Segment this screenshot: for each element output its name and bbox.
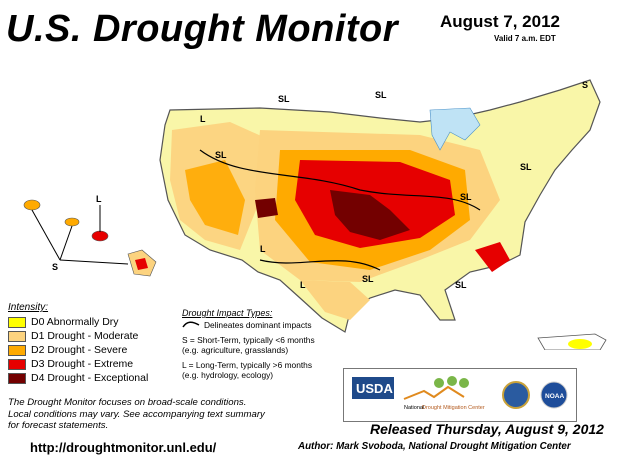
legend-item-d3: D3 Drought - Extreme — [8, 357, 186, 371]
label-sl-ohio: SL — [460, 192, 472, 202]
intensity-legend: Intensity: D0 Abnormally Dry D1 Drought … — [8, 302, 186, 385]
legend-label-d3: D3 Drought - Extreme — [31, 358, 134, 370]
usda-logo — [352, 377, 394, 399]
noaa-logo — [540, 381, 568, 409]
short-term-example: (e.g. agriculture, grasslands) — [182, 345, 289, 355]
legend-label-d0: D0 Abnormally Dry — [31, 316, 119, 328]
impact-long-term: L = Long-Term, typically >6 months (e.g.… — [182, 360, 352, 380]
impact-types: Drought Impact Types: Delineates dominan… — [182, 308, 352, 380]
legend-item-d1: D1 Drought - Moderate — [8, 329, 186, 343]
footnote: The Drought Monitor focuses on broad-sca… — [8, 397, 338, 432]
ndmc-tree-icon — [434, 378, 444, 388]
label-sl-ne: SL — [520, 162, 532, 172]
d3-georgia — [475, 242, 510, 272]
long-term-example: (e.g. hydrology, ecology) — [182, 370, 274, 380]
legend-label-d1: D1 Drought - Moderate — [31, 330, 139, 342]
label-s-maine: S — [582, 80, 588, 90]
impact-heading: Drought Impact Types: — [182, 308, 273, 318]
d1-texas — [300, 280, 370, 320]
map-date: August 7, 2012 — [440, 12, 560, 31]
impact-boundary — [199, 149, 481, 211]
legend-swatch-d4 — [8, 372, 26, 384]
valid-time: Valid 7 a.m. EDT — [494, 34, 556, 43]
impact-boundary-row: Delineates dominant impacts — [182, 320, 352, 330]
impact-boundary-2 — [259, 259, 381, 271]
ndmc-logo-text-2: Drought Mitigation Center — [422, 405, 485, 411]
footnote-line-2: Local conditions may vary. See accompany… — [8, 408, 265, 420]
ndmc-logo-line — [403, 385, 465, 400]
great-lakes — [429, 107, 481, 151]
label-s-hawaii: S — [52, 262, 58, 272]
impact-boundary-text: Delineates dominant impacts — [204, 320, 312, 330]
website-link[interactable]: http://droughtmonitor.unl.edu/ — [30, 440, 217, 455]
legend-label-d4: D4 Drought - Exceptional — [31, 372, 149, 384]
d2-west — [185, 160, 245, 235]
legend-heading: Intensity: — [8, 302, 49, 313]
legend-swatch-d0 — [8, 316, 26, 328]
legend-item-d2: D2 Drought - Severe — [8, 343, 186, 357]
legend-swatch-d3 — [8, 358, 26, 370]
legend-swatch-d1 — [8, 330, 26, 342]
hawaii: S L — [23, 194, 157, 277]
footnote-line-1: The Drought Monitor focuses on broad-sca… — [8, 397, 247, 408]
d4-colorado — [255, 198, 278, 218]
label-l-nm: L — [260, 244, 266, 254]
d4-core — [330, 190, 410, 240]
doc-seal-icon — [502, 381, 530, 409]
noaa-logo-text: NOAA — [545, 393, 564, 400]
partner-logos: USDA National Drought Mitigation Center … — [343, 368, 577, 422]
map-title: U.S. Drought Monitor — [6, 8, 399, 50]
legend-item-d4: D4 Drought - Exceptional — [8, 371, 186, 385]
label-l-texas: L — [300, 280, 306, 290]
drought-map: SL SL S L SL SL SL L L SL SL S L — [23, 79, 607, 350]
ndmc-logo-text-1: National — [404, 405, 424, 411]
legend-label-d2: D2 Drought - Severe — [31, 344, 128, 356]
label-sl-southeast: SL — [455, 280, 467, 290]
puerto-rico — [537, 333, 607, 350]
long-term-text: L = Long-Term, typically >6 months — [182, 360, 313, 370]
release-date: Released Thursday, August 9, 2012 — [370, 421, 604, 437]
boundary-line-icon — [182, 321, 200, 328]
legend-item-d0: D0 Abnormally Dry — [8, 315, 186, 329]
ndmc-tree-icon-3 — [459, 378, 469, 388]
impact-short-term: S = Short-Term, typically <6 months (e.g… — [182, 335, 352, 355]
usda-logo-text: USDA — [356, 381, 393, 396]
ndmc-tree-icon-2 — [447, 376, 457, 386]
logos-strip: USDA National Drought Mitigation Center … — [352, 376, 568, 411]
label-sl-north: SL — [278, 94, 290, 104]
author-credit: Author: Mark Svoboda, National Drought M… — [298, 441, 571, 452]
legend-swatch-d2 — [8, 344, 26, 356]
label-l-hawaii: L — [96, 194, 102, 204]
label-sl-mn: SL — [375, 90, 387, 100]
label-sl-tx-east: SL — [362, 274, 374, 284]
label-sl-nevada: SL — [215, 150, 227, 160]
label-l-idaho: L — [200, 114, 206, 124]
short-term-text: S = Short-Term, typically <6 months — [182, 335, 315, 345]
footnote-line-3: for forecast statements. — [8, 420, 109, 431]
